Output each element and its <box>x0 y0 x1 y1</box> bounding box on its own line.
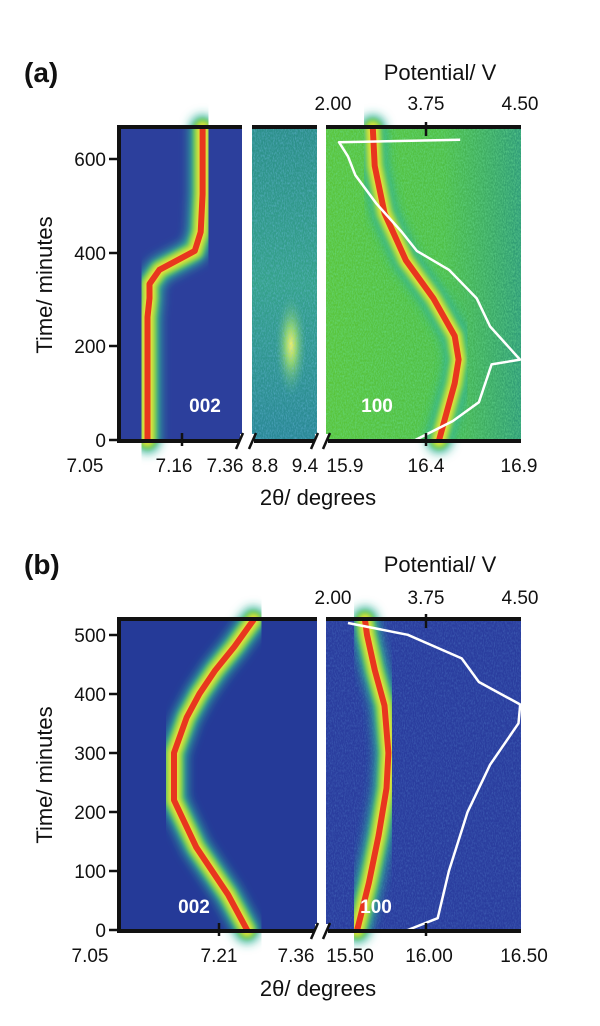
y-tick-label: 0 <box>95 921 106 942</box>
reflection-label-002: 002 <box>178 897 210 918</box>
x-tick-label: 8.8 <box>252 456 278 477</box>
panel-a: (a) Potential/ V 2.00 3.75 4.50 <box>24 57 538 510</box>
x-tick-label: 15.50 <box>326 946 374 967</box>
x-axis-title: 2θ/ degrees <box>260 976 376 1001</box>
y-tick-label: 500 <box>74 626 106 647</box>
x-tick-label: 16.9 <box>501 456 538 477</box>
peak-trace-002 <box>144 125 206 443</box>
axis-break <box>309 922 332 940</box>
potential-curve <box>337 138 522 442</box>
axis-break <box>234 432 258 450</box>
top-axis-title: Potential/ V <box>384 552 497 577</box>
potential-curve <box>347 621 522 932</box>
potential-tick-label: 4.50 <box>502 94 539 115</box>
x-tick-label: 7.05 <box>67 456 104 477</box>
peak-traces <box>134 115 472 453</box>
frame-left <box>117 617 121 933</box>
potential-tick-label: 4.50 <box>502 588 539 609</box>
axis-break <box>309 432 332 450</box>
frame-bottom <box>252 439 317 443</box>
peak-trace-002 <box>171 617 257 933</box>
panel-label: (a) <box>24 57 58 88</box>
frame-top <box>326 617 521 621</box>
x-tick-label: 7.05 <box>72 946 109 967</box>
top-axis-title: Potential/ V <box>384 60 497 85</box>
frame-bottom <box>326 929 521 933</box>
x-tick-label: 16.00 <box>405 946 453 967</box>
y-tick-label: 100 <box>74 862 106 883</box>
y-tick-label: 300 <box>74 744 106 765</box>
x-tick-label: 16.50 <box>500 946 548 967</box>
y-tick-label: 400 <box>74 244 106 265</box>
potential-tick-label: 3.75 <box>408 588 445 609</box>
x-tick-label: 9.4 <box>292 456 319 477</box>
x-tick-label: 16.4 <box>408 456 445 477</box>
potential-ticks: 2.00 3.75 4.50 <box>315 94 539 115</box>
y-axis-title: Time/ minutes <box>32 216 57 353</box>
x-tick-label: 15.9 <box>327 456 364 477</box>
potential-tick-label: 2.00 <box>315 94 352 115</box>
panel-b: (b) Potential/ V 2.00 3.75 4.50 <box>24 549 548 1001</box>
peak-traces <box>161 607 402 943</box>
y-tick-label: 200 <box>74 803 106 824</box>
reflection-label-100: 100 <box>361 396 393 417</box>
y-tick-label: 200 <box>74 337 106 358</box>
y-axis-title: Time/ minutes <box>32 706 57 843</box>
x-tick-label: 7.16 <box>156 456 193 477</box>
heatmap-mid-noise <box>252 128 317 440</box>
frame-top <box>252 125 317 129</box>
potential-tick-label: 3.75 <box>408 94 445 115</box>
y-ticks: 0 100 200 300 400 500 <box>74 626 120 942</box>
y-tick-label: 400 <box>74 685 106 706</box>
reflection-label-002: 002 <box>189 396 221 417</box>
panel-label: (b) <box>24 549 60 580</box>
x-tick-labels: 7.05 7.21 7.36 15.50 16.00 16.50 <box>72 946 548 967</box>
frame-top <box>120 125 242 129</box>
potential-ticks: 2.00 3.75 4.50 <box>315 588 539 609</box>
y-ticks: 0 200 400 600 <box>74 150 120 452</box>
reflection-label-100: 100 <box>360 897 392 918</box>
x-axis-title: 2θ/ degrees <box>260 485 376 510</box>
x-tick-label: 7.21 <box>201 946 238 967</box>
potential-tick-label: 2.00 <box>315 588 352 609</box>
heatmap-100-noise <box>326 620 521 930</box>
x-tick-label: 7.36 <box>278 946 315 967</box>
y-tick-label: 600 <box>74 150 106 171</box>
peak-trace-100 <box>354 617 392 933</box>
peak-trace-100 <box>369 125 462 443</box>
x-tick-label: 7.36 <box>207 456 244 477</box>
frame-left <box>117 125 121 443</box>
frame-top <box>326 125 521 129</box>
frame-top <box>120 617 317 621</box>
y-tick-label: 0 <box>95 431 106 452</box>
x-tick-labels: 7.05 7.16 7.36 8.8 9.4 15.9 16.4 16.9 <box>67 456 538 477</box>
frame-bottom <box>326 439 521 443</box>
